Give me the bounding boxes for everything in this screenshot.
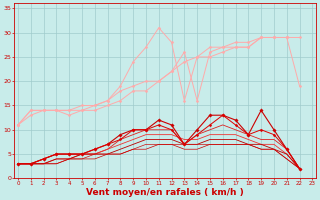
X-axis label: Vent moyen/en rafales ( km/h ): Vent moyen/en rafales ( km/h ) [86,188,244,197]
